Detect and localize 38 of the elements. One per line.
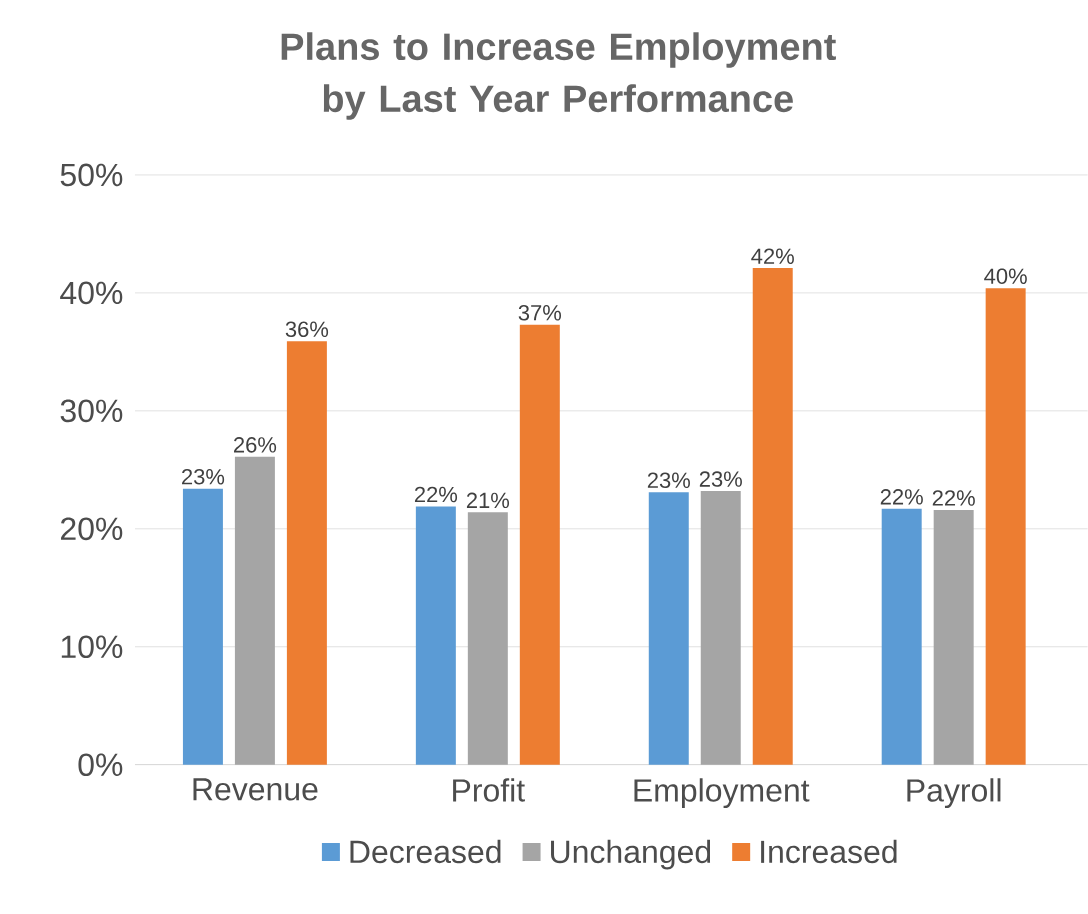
data-label: 37% <box>518 305 562 321</box>
y-tick-label: 20% <box>61 517 123 541</box>
data-label: 26% <box>234 437 277 453</box>
y-tick-label: 40% <box>60 281 123 305</box>
bar <box>519 324 560 765</box>
data-label: 21% <box>466 492 510 509</box>
data-label: 22% <box>932 490 975 506</box>
data-label: 42% <box>751 248 794 265</box>
y-tick-label: 50% <box>60 163 123 187</box>
legend-label: Increased <box>761 839 897 864</box>
legend-label: Decreased <box>350 839 501 864</box>
bar <box>286 341 327 765</box>
bar <box>881 508 922 765</box>
y-tick-label: 0% <box>78 753 123 777</box>
data-label: 40% <box>984 268 1027 285</box>
y-tick-label: 30% <box>60 399 123 423</box>
data-label: 23% <box>647 472 690 489</box>
bar <box>467 512 508 765</box>
data-label: 22% <box>880 489 923 505</box>
x-tick-label: Profit <box>453 778 525 802</box>
bar <box>933 510 974 765</box>
chart-title: Plans to Increase Employment by Last Year Performance <box>281 32 836 120</box>
bar <box>648 492 689 765</box>
data-label: 22% <box>414 486 458 503</box>
x-tick-label: Revenue <box>193 778 318 801</box>
bar <box>700 491 741 765</box>
data-label: 36% <box>285 321 329 338</box>
legend-label: Unchanged <box>551 839 711 870</box>
bar <box>752 268 793 765</box>
bar <box>415 506 456 765</box>
x-tick-label: Employment <box>634 778 810 809</box>
y-tick-label: 10% <box>61 635 123 659</box>
bar <box>985 288 1026 765</box>
data-label: 23% <box>699 471 742 488</box>
bar <box>182 488 223 765</box>
x-tick-label: Payroll <box>907 778 1001 809</box>
data-label: 23% <box>182 469 225 485</box>
bar <box>234 457 275 765</box>
